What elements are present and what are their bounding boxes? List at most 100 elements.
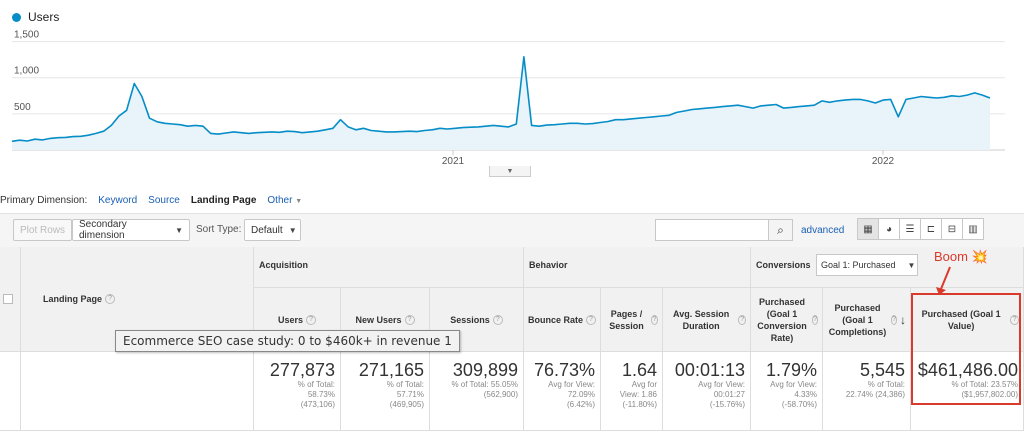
dimension-other-label: Other [267,195,293,206]
annotation-arrow-icon [936,266,951,295]
goal-value-highlight-box [911,293,1021,405]
help-icon[interactable]: ? [404,314,415,325]
total-subtext: % of Total: [386,380,424,389]
boom-annotation: Boom 💥 [934,249,988,264]
sort-type-value: Default [251,224,283,236]
term-cloud-icon[interactable]: ⊟ [941,218,963,240]
legend-dot-icon [12,12,21,22]
landing-page-header-label: Landing Page [43,294,103,304]
column-total-2: 309,899% of Total: 55.05% (562,900) [430,352,524,431]
advanced-filter-link[interactable]: advanced [801,225,845,236]
column-header-4[interactable]: Pages / Session? [601,288,663,352]
sort-desc-icon[interactable]: ↓ [900,312,906,327]
total-value: $461,486.00 [917,360,1018,380]
column-header-label: Sessions [450,314,490,325]
column-header-label: Avg. Session Duration [673,308,730,331]
x-tick-label: 2021 [442,156,465,167]
column-header-label: Pages / Session [609,308,644,331]
help-icon[interactable]: ? [812,314,818,325]
users-over-time-chart: 500 1,000 1,500 2021 2022 Users ▼ [0,0,1024,178]
dimension-other-dropdown[interactable]: Other ▼ [267,195,302,206]
total-value: 1.64 [621,360,657,380]
collapse-chart-button[interactable]: ▼ [489,166,531,177]
table-toolbar [0,213,1024,247]
total-subtext: % of Total: [867,380,905,389]
chevron-down-icon: ▼ [288,225,297,235]
select-all-checkbox[interactable] [3,294,13,304]
total-subtext: 58.73% [307,390,335,399]
y-tick-label: 1,500 [14,30,39,41]
checkbox-col-total [0,352,21,431]
help-icon[interactable]: ? [492,314,503,325]
column-header-7[interactable]: Purchased (Goal 1 Completions)? ↓ [823,288,911,352]
column-header-label: New Users [355,314,402,325]
plot-rows-button[interactable]: Plot Rows [13,219,73,241]
y-tick-label: 1,000 [14,66,39,77]
column-total-1: 271,165% of Total: 57.71% (469,905) [341,352,430,431]
hover-tooltip: Ecommerce SEO case study: 0 to $460k+ in… [115,330,460,352]
total-value: 1.79% [765,360,817,380]
total-value: 271,165 [358,360,424,380]
total-subtext: (562,900) [483,390,518,399]
dimension-source-link[interactable]: Source [148,195,180,206]
total-subtext: Avg for View: [548,380,595,389]
total-subtext: 57.71% [396,390,424,399]
performance-view-icon[interactable]: ☰ [899,218,921,240]
chevron-down-icon: ▼ [907,260,916,270]
help-icon[interactable]: ? [105,294,116,304]
column-total-7: 5,545% of Total: 22.74% (24,386) [823,352,911,431]
help-icon[interactable]: ? [650,314,658,325]
comparison-view-icon[interactable]: ⊏ [920,218,942,240]
total-subtext: (-11.80%) [622,400,657,409]
primary-dimension-bar: Primary Dimension: Keyword Source Landin… [0,195,302,206]
column-total-6: 1.79% Avg for View: 4.33% (-58.70%) [751,352,823,431]
total-value: 309,899 [452,360,518,380]
goal-select-dropdown[interactable]: Goal 1: Purchased ▼ [816,254,918,276]
x-tick-label: 2022 [872,156,895,167]
chart-svg: 500 1,000 1,500 2021 2022 [11,30,1005,167]
pie-view-icon[interactable]: ◕ [878,218,900,240]
help-icon[interactable]: ? [1010,314,1019,325]
chevron-down-icon: ▼ [175,225,183,235]
total-subtext: 72.09% [567,390,595,399]
dimension-landing-page[interactable]: Landing Page [190,195,257,206]
sort-type-dropdown[interactable]: Default ▼ [244,219,301,241]
total-subtext: (473,106) [300,400,335,409]
chart-legend: Users [12,10,59,24]
y-tick-label: 500 [14,102,31,113]
column-total-5: 00:01:13 Avg for View: 00:01:27 (-15.76%) [663,352,751,431]
total-subtext: ($1,957,802.00) [961,390,1019,399]
column-header-label: Users [277,314,304,325]
dimension-keyword-link[interactable]: Keyword [98,195,138,206]
total-subtext: 4.33% [794,390,817,399]
chevron-down-icon: ▼ [295,198,303,205]
total-subtext: % of Total: [297,380,335,389]
total-value: 00:01:13 [674,360,745,380]
report-table: Landing Page? Acquisition Behavior Conve… [0,247,1024,431]
search-icon[interactable]: ⌕ [768,219,793,241]
secondary-dimension-dropdown[interactable]: Secondary dimension ▼ [72,219,190,241]
sort-type-label: Sort Type: [196,224,242,235]
column-header-5[interactable]: Avg. Session Duration? [663,288,751,352]
pivot-view-icon[interactable]: ▥ [962,218,984,240]
help-icon[interactable]: ? [738,314,746,325]
column-header-label: Purchased (Goal 1 Value) [921,308,1001,331]
behavior-group-header: Behavior [524,247,751,288]
column-header-6[interactable]: Purchased (Goal 1 Conversion Rate)? [751,288,823,352]
table-view-icon[interactable]: ▦ [857,218,879,240]
total-subtext: Avg for [631,380,657,389]
total-subtext: % of Total: 23.57% [951,380,1018,389]
total-value: 277,873 [269,360,335,380]
column-header-label: Purchased (Goal 1 Completions) [828,302,887,337]
column-total-4: 1.64 Avg for View: 1.86 (-11.80%) [601,352,663,431]
help-icon[interactable]: ? [306,314,317,325]
column-header-3[interactable]: Bounce Rate? [524,288,601,352]
secondary-dimension-label: Secondary dimension [79,219,127,241]
help-icon[interactable]: ? [891,314,897,325]
column-header-8[interactable]: Purchased (Goal 1 Value)? [911,288,1024,352]
total-subtext: (6.42%) [566,400,595,409]
column-total-3: 76.73% Avg for View: 72.09% (6.42%) [524,352,601,431]
total-subtext: 22.74% (24,386) [845,390,905,399]
legend-label: Users [28,10,60,24]
help-icon[interactable]: ? [586,314,596,325]
